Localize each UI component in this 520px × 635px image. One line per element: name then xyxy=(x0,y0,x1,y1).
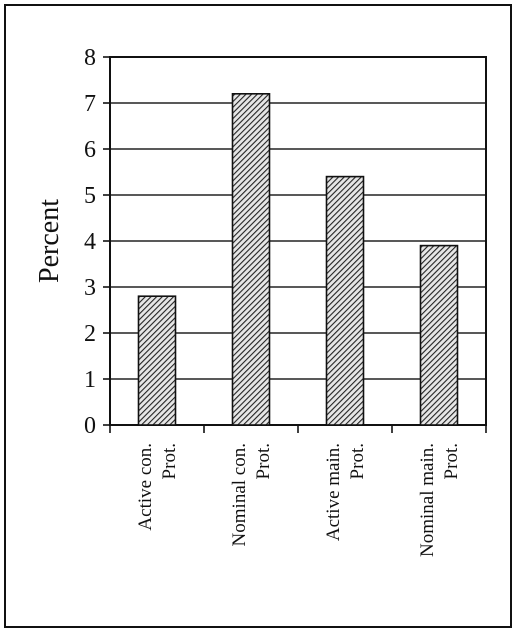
y-tick-labels: 0 1 2 3 4 5 6 7 8 xyxy=(84,45,110,439)
bar xyxy=(325,175,365,426)
y-tick-label: 2 xyxy=(84,321,96,347)
bar xyxy=(419,244,459,426)
y-tick-label: 6 xyxy=(84,137,96,163)
y-tick-label: 5 xyxy=(84,183,96,209)
x-category-label: Prot. xyxy=(441,443,462,479)
x-category-label: Prot. xyxy=(347,443,368,479)
bars xyxy=(137,93,459,426)
x-category-label: Active main. xyxy=(323,443,344,541)
bar xyxy=(137,295,177,426)
x-category-labels: Active con. Prot. Nominal con. Prot. Active … xyxy=(135,443,462,557)
bar xyxy=(231,93,271,426)
y-tick-label: 1 xyxy=(84,367,96,393)
x-category-label: Prot. xyxy=(159,443,180,479)
y-tick-label: 4 xyxy=(84,229,96,255)
x-category-label: Nominal con. xyxy=(229,443,250,546)
x-category-label: Nominal main. xyxy=(417,443,438,557)
y-tick-label: 0 xyxy=(84,413,96,439)
y-tick-label: 8 xyxy=(84,45,96,71)
y-axis-title: Percent xyxy=(34,199,65,283)
x-tick-marks xyxy=(109,425,487,433)
x-category-label: Prot. xyxy=(253,443,274,479)
x-category-label: Active con. xyxy=(135,443,156,531)
y-tick-label: 3 xyxy=(84,275,96,301)
y-tick-label: 7 xyxy=(84,91,96,117)
